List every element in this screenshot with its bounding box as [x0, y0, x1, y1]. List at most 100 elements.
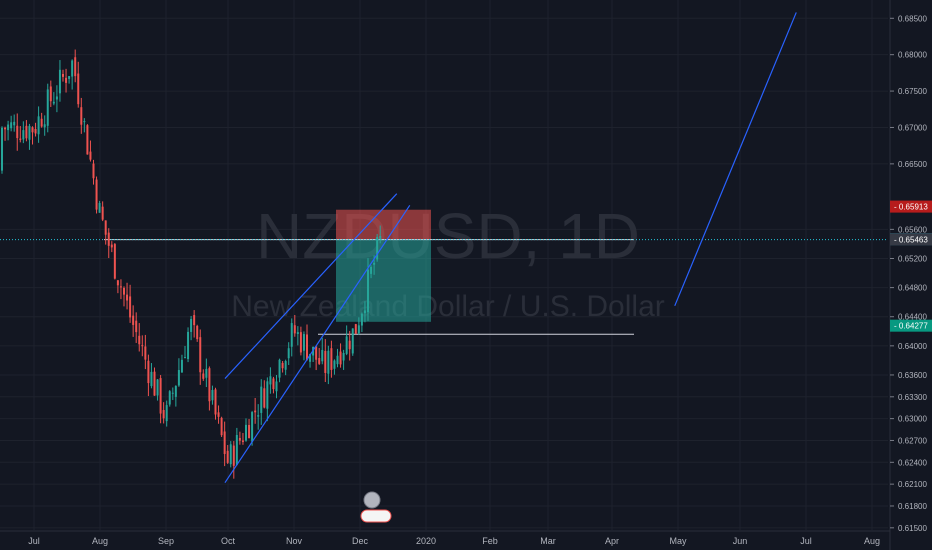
- candle[interactable]: [147, 360, 150, 384]
- candle[interactable]: [330, 348, 333, 370]
- candle[interactable]: [370, 266, 373, 274]
- candle[interactable]: [65, 77, 68, 83]
- candle[interactable]: [138, 335, 141, 345]
- candle[interactable]: [354, 324, 357, 334]
- candle[interactable]: [357, 325, 360, 334]
- candle[interactable]: [254, 410, 257, 413]
- candle[interactable]: [19, 138, 22, 140]
- candle[interactable]: [324, 350, 327, 373]
- candle[interactable]: [196, 325, 199, 340]
- candle[interactable]: [159, 378, 162, 414]
- candle[interactable]: [266, 381, 269, 409]
- candle[interactable]: [98, 203, 101, 213]
- candle[interactable]: [248, 424, 251, 439]
- candle[interactable]: [214, 389, 217, 415]
- candle[interactable]: [150, 371, 153, 387]
- candle[interactable]: [190, 318, 193, 332]
- candle[interactable]: [135, 320, 138, 333]
- target-zone[interactable]: [336, 239, 431, 322]
- candles[interactable]: [1, 49, 382, 479]
- candle[interactable]: [89, 151, 92, 160]
- trendline[interactable]: [224, 205, 411, 484]
- candle[interactable]: [58, 69, 61, 94]
- candle[interactable]: [165, 405, 168, 422]
- candle[interactable]: [205, 368, 208, 378]
- candle[interactable]: [180, 359, 183, 373]
- horizontal-lines[interactable]: [0, 239, 888, 335]
- candle[interactable]: [162, 410, 165, 419]
- candle[interactable]: [49, 86, 52, 102]
- candle[interactable]: [367, 269, 369, 313]
- candle[interactable]: [119, 286, 122, 288]
- candle[interactable]: [13, 121, 16, 126]
- candle[interactable]: [31, 127, 34, 133]
- candle[interactable]: [238, 437, 241, 441]
- candle[interactable]: [71, 60, 74, 77]
- event-markers[interactable]: [360, 491, 392, 523]
- candle[interactable]: [126, 294, 129, 301]
- candle[interactable]: [220, 417, 223, 436]
- candle[interactable]: [302, 334, 305, 351]
- candle[interactable]: [345, 336, 348, 354]
- candle[interactable]: [171, 392, 174, 394]
- candle[interactable]: [339, 351, 342, 365]
- candle[interactable]: [321, 349, 324, 362]
- candle[interactable]: [306, 334, 308, 360]
- candle[interactable]: [187, 331, 190, 360]
- candle[interactable]: [226, 450, 229, 463]
- dividends-icon[interactable]: [360, 509, 392, 523]
- candle[interactable]: [278, 359, 281, 378]
- time-axis[interactable]: Jul Aug Sep Oct Nov Dec 2020 Feb Mar Apr May Jun Jul…: [0, 530, 890, 546]
- candle[interactable]: [113, 244, 116, 279]
- candle[interactable]: [34, 128, 37, 134]
- candle[interactable]: [260, 386, 263, 413]
- candle[interactable]: [101, 206, 104, 220]
- position-tool[interactable]: [336, 209, 431, 322]
- candle[interactable]: [327, 350, 330, 374]
- candle[interactable]: [287, 348, 290, 359]
- candle[interactable]: [281, 362, 284, 369]
- trendlines[interactable]: [224, 12, 797, 484]
- candle[interactable]: [348, 340, 351, 350]
- candle[interactable]: [92, 163, 95, 179]
- candle[interactable]: [141, 345, 144, 347]
- candle[interactable]: [232, 445, 235, 466]
- candle[interactable]: [211, 389, 214, 401]
- trendline[interactable]: [674, 12, 797, 307]
- price-label-box[interactable]: [890, 319, 932, 332]
- candle[interactable]: [168, 391, 171, 405]
- candle[interactable]: [336, 355, 339, 365]
- candle[interactable]: [153, 371, 156, 396]
- candle[interactable]: [144, 346, 147, 360]
- candle[interactable]: [360, 313, 363, 326]
- candle[interactable]: [284, 360, 287, 370]
- earnings-icon[interactable]: [363, 491, 381, 509]
- candle[interactable]: [229, 444, 232, 465]
- candle[interactable]: [95, 179, 98, 210]
- candle[interactable]: [293, 325, 296, 334]
- candle[interactable]: [199, 337, 202, 373]
- candle[interactable]: [202, 373, 205, 379]
- candle[interactable]: [373, 262, 376, 265]
- candle[interactable]: [16, 125, 19, 139]
- candle[interactable]: [68, 76, 71, 79]
- candle[interactable]: [235, 434, 238, 465]
- candle[interactable]: [77, 73, 80, 105]
- candle[interactable]: [43, 124, 46, 128]
- price-label-box[interactable]: [890, 200, 932, 213]
- candle[interactable]: [156, 379, 159, 396]
- candle[interactable]: [116, 280, 119, 286]
- candle[interactable]: [217, 412, 220, 417]
- candle[interactable]: [83, 121, 86, 123]
- candle[interactable]: [318, 358, 321, 364]
- candle[interactable]: [129, 296, 132, 318]
- candle[interactable]: [241, 440, 244, 442]
- candle[interactable]: [22, 130, 25, 140]
- candle[interactable]: [37, 116, 40, 135]
- candle[interactable]: [86, 125, 89, 155]
- candle[interactable]: [251, 412, 254, 442]
- candle[interactable]: [4, 127, 7, 130]
- candle[interactable]: [177, 370, 180, 386]
